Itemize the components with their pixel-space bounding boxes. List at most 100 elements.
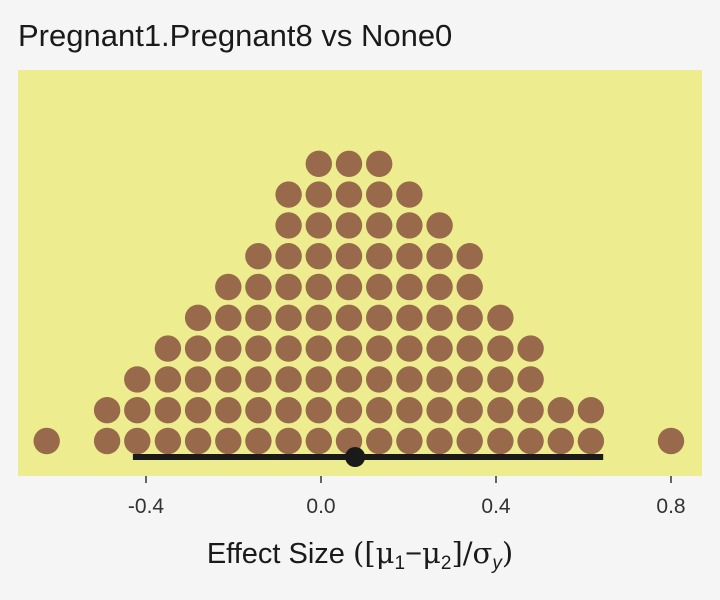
dot-7-6 bbox=[275, 243, 302, 270]
dot-12-0 bbox=[426, 427, 453, 455]
dot-4-4 bbox=[184, 304, 212, 331]
dot-4-2 bbox=[184, 366, 212, 393]
dot-8-9 bbox=[305, 150, 332, 177]
dot-8-3 bbox=[305, 335, 332, 362]
dot-12-5 bbox=[426, 273, 453, 301]
dot-3-0 bbox=[154, 427, 182, 455]
dot-8-1 bbox=[305, 397, 332, 424]
dot-11-7 bbox=[396, 212, 423, 239]
dot-9-5 bbox=[335, 273, 363, 301]
x-tick-label-1: 0.0 bbox=[306, 495, 335, 518]
dot-9-2 bbox=[335, 366, 363, 393]
dot-1-0 bbox=[93, 427, 121, 455]
dot-13-2 bbox=[456, 366, 483, 393]
dot-9-4 bbox=[335, 304, 363, 331]
dot-9-3 bbox=[335, 335, 363, 362]
dot-2-0 bbox=[124, 427, 151, 455]
dot-13-3 bbox=[456, 335, 483, 362]
x-tick-label-2: 0.4 bbox=[481, 495, 511, 518]
dot-11-5 bbox=[396, 273, 423, 301]
dot-11-2 bbox=[396, 366, 423, 393]
dot-12-6 bbox=[426, 243, 453, 270]
dot-11-1 bbox=[396, 397, 423, 424]
dot-8-5 bbox=[305, 273, 332, 301]
dot-2-2 bbox=[124, 366, 151, 393]
dot-3-1 bbox=[154, 397, 182, 424]
dot-12-2 bbox=[426, 366, 453, 393]
dot-10-4 bbox=[366, 304, 393, 331]
dot-3-2 bbox=[154, 366, 182, 393]
dot-14-4 bbox=[487, 304, 514, 331]
point-estimate bbox=[345, 447, 366, 467]
x-tick-label-3: 0.8 bbox=[656, 495, 685, 518]
dot-9-1 bbox=[335, 397, 363, 424]
dot-7-8 bbox=[275, 181, 302, 208]
dot-14-1 bbox=[487, 397, 514, 424]
dot-14-2 bbox=[487, 366, 514, 393]
dot-2-1 bbox=[124, 397, 151, 424]
dot-10-0 bbox=[366, 427, 393, 455]
dot-13-0 bbox=[456, 427, 483, 455]
dot-10-3 bbox=[366, 335, 393, 362]
dot-6-4 bbox=[245, 304, 272, 331]
dot-7-1 bbox=[275, 397, 302, 424]
dot-11-8 bbox=[396, 181, 423, 208]
dot-6-0 bbox=[245, 427, 272, 455]
dot-5-5 bbox=[215, 273, 242, 301]
dot-3-3 bbox=[154, 335, 182, 362]
dot-15-2 bbox=[517, 366, 544, 393]
dot-0-0 bbox=[33, 427, 60, 455]
dot-14-3 bbox=[487, 335, 514, 362]
dot-layer bbox=[33, 150, 685, 455]
dot-6-2 bbox=[245, 366, 272, 393]
dot-5-2 bbox=[215, 366, 242, 393]
dot-9-9 bbox=[335, 150, 363, 177]
dot-5-4 bbox=[215, 304, 242, 331]
dot-14-0 bbox=[487, 427, 514, 455]
dot-8-4 bbox=[305, 304, 332, 331]
dot-10-8 bbox=[366, 181, 393, 208]
dot-4-0 bbox=[184, 427, 212, 455]
dot-5-3 bbox=[215, 335, 242, 362]
dot-8-8 bbox=[305, 181, 332, 208]
dot-7-4 bbox=[275, 304, 302, 331]
dot-12-7 bbox=[426, 212, 453, 239]
x-axis-label-prefix: Effect Size bbox=[207, 538, 353, 570]
dot-7-2 bbox=[275, 366, 302, 393]
interval-layer bbox=[132, 447, 604, 467]
dot-9-8 bbox=[335, 181, 363, 208]
dot-12-3 bbox=[426, 335, 453, 362]
dot-10-2 bbox=[366, 366, 393, 393]
dot-7-3 bbox=[275, 335, 302, 362]
dot-10-6 bbox=[366, 243, 393, 270]
dot-12-1 bbox=[426, 397, 453, 424]
dot-11-3 bbox=[396, 335, 423, 362]
dot-17-0 bbox=[577, 427, 605, 455]
x-axis-label: Effect Size ([μ1−μ2]/σy) bbox=[207, 536, 513, 574]
dot-4-1 bbox=[184, 397, 212, 424]
dot-13-1 bbox=[456, 397, 483, 424]
dot-7-0 bbox=[275, 427, 302, 455]
dot-7-7 bbox=[275, 212, 302, 239]
dot-1-1 bbox=[93, 397, 121, 424]
dot-7-5 bbox=[275, 273, 302, 301]
dot-11-4 bbox=[396, 304, 423, 331]
dot-4-3 bbox=[184, 335, 212, 362]
dot-12-4 bbox=[426, 304, 453, 331]
dot-16-0 bbox=[547, 427, 574, 455]
dot-8-2 bbox=[305, 366, 332, 393]
dot-8-7 bbox=[305, 212, 332, 239]
chart-title: Pregnant1.Pregnant8 vs None0 bbox=[18, 18, 452, 53]
dot-15-0 bbox=[517, 427, 544, 455]
dot-6-5 bbox=[245, 273, 272, 301]
dot-13-4 bbox=[456, 304, 483, 331]
dot-18-0 bbox=[657, 427, 685, 455]
dot-10-5 bbox=[366, 273, 393, 301]
dot-15-1 bbox=[517, 397, 544, 424]
dot-9-6 bbox=[335, 243, 363, 270]
dot-17-1 bbox=[577, 397, 605, 424]
dot-8-6 bbox=[305, 243, 332, 270]
dot-11-6 bbox=[396, 243, 423, 270]
dot-8-0 bbox=[305, 427, 332, 455]
